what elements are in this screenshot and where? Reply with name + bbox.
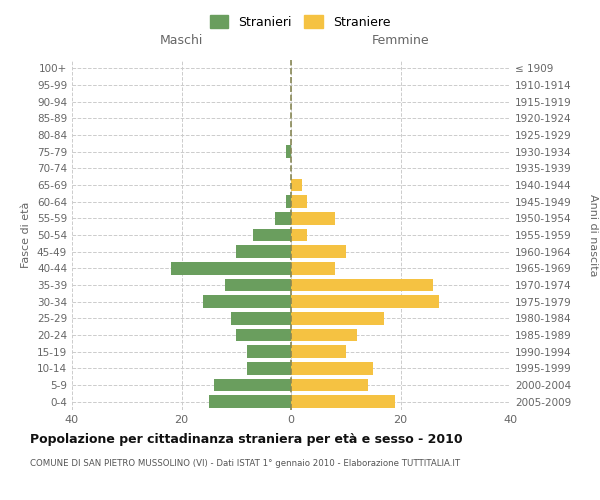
Text: Popolazione per cittadinanza straniera per età e sesso - 2010: Popolazione per cittadinanza straniera p… <box>30 432 463 446</box>
Text: Maschi: Maschi <box>160 34 203 46</box>
Bar <box>275 212 291 224</box>
Bar <box>291 196 307 208</box>
Bar <box>247 362 291 374</box>
Y-axis label: Anni di nascita: Anni di nascita <box>588 194 598 276</box>
Text: COMUNE DI SAN PIETRO MUSSOLINO (VI) - Dati ISTAT 1° gennaio 2010 - Elaborazione : COMUNE DI SAN PIETRO MUSSOLINO (VI) - Da… <box>30 459 460 468</box>
Bar <box>291 246 346 258</box>
Bar <box>291 279 433 291</box>
Bar <box>170 262 291 274</box>
Bar <box>247 346 291 358</box>
Bar <box>291 346 346 358</box>
Text: Femmine: Femmine <box>371 34 430 46</box>
Bar <box>291 212 335 224</box>
Bar <box>291 329 357 341</box>
Y-axis label: Fasce di età: Fasce di età <box>22 202 31 268</box>
Bar <box>253 229 291 241</box>
Bar <box>291 312 384 324</box>
Legend: Stranieri, Straniere: Stranieri, Straniere <box>206 11 394 32</box>
Bar <box>226 279 291 291</box>
Bar <box>291 362 373 374</box>
Bar <box>203 296 291 308</box>
Bar <box>291 179 302 192</box>
Bar <box>286 196 291 208</box>
Bar <box>291 262 335 274</box>
Bar <box>231 312 291 324</box>
Bar <box>286 146 291 158</box>
Bar <box>291 296 439 308</box>
Bar <box>291 379 368 391</box>
Bar <box>214 379 291 391</box>
Bar <box>236 329 291 341</box>
Bar <box>291 396 395 408</box>
Bar <box>209 396 291 408</box>
Bar <box>236 246 291 258</box>
Bar <box>291 229 307 241</box>
